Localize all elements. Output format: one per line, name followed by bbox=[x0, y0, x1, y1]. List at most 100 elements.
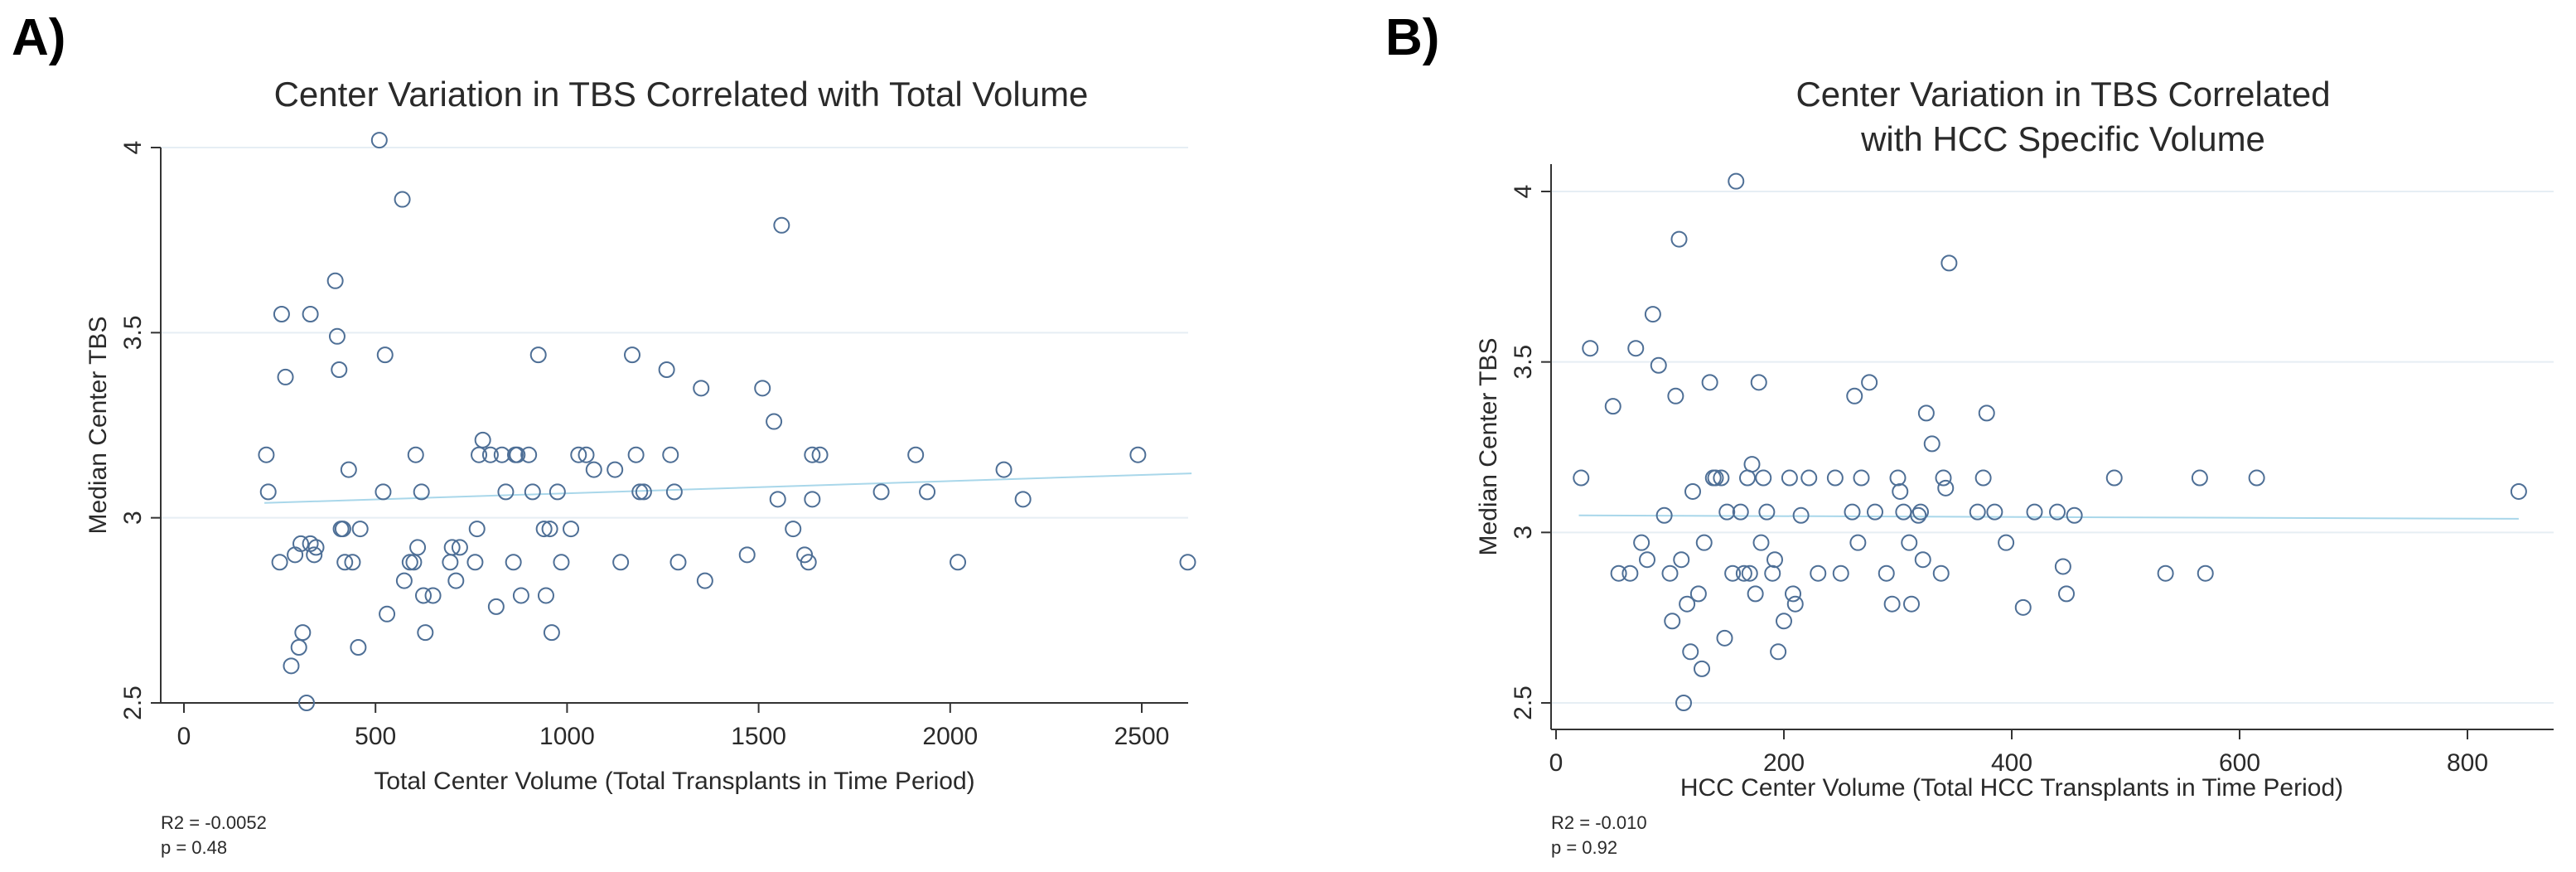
data-point bbox=[769, 491, 786, 508]
panel-b: B) Center Variation in TBS Correlated wi… bbox=[1385, 9, 2554, 858]
data-point bbox=[773, 216, 790, 234]
data-point bbox=[1661, 564, 1679, 582]
x-tick-label: 800 bbox=[2447, 749, 2488, 777]
panel-b-y-axis-label: Median Center TBS bbox=[1475, 338, 1502, 556]
data-point bbox=[271, 554, 288, 571]
x-tick-label: 2000 bbox=[922, 723, 978, 750]
x-tick-label: 2500 bbox=[1114, 723, 1170, 750]
x-tick-label: 200 bbox=[1763, 749, 1805, 777]
data-point bbox=[1776, 613, 1792, 630]
data-point bbox=[350, 639, 367, 656]
data-point bbox=[1910, 506, 1927, 524]
data-point bbox=[520, 446, 538, 463]
data-point bbox=[537, 587, 554, 604]
data-point bbox=[1633, 534, 1650, 551]
panel-b-points bbox=[1573, 172, 2527, 711]
data-point bbox=[487, 598, 505, 615]
data-point bbox=[1610, 564, 1627, 582]
data-point bbox=[2248, 469, 2265, 487]
y-tick-label: 4 bbox=[1510, 185, 1537, 199]
data-point bbox=[1604, 398, 1621, 415]
data-point bbox=[1644, 306, 1661, 323]
data-point bbox=[375, 483, 392, 501]
data-point bbox=[1689, 585, 1707, 603]
data-point bbox=[1701, 374, 1718, 391]
data-point bbox=[578, 446, 595, 463]
panel-a-p-value: p = 0.48 bbox=[161, 837, 227, 858]
panel-b-gridlines bbox=[1551, 191, 2554, 704]
data-point bbox=[693, 380, 710, 397]
data-point bbox=[754, 380, 771, 397]
data-point bbox=[505, 554, 522, 571]
data-point bbox=[442, 554, 459, 571]
panel-b-r2: R2 = -0.010 bbox=[1551, 812, 1647, 833]
panel-b-title-line-2: with HCC Specific Volume bbox=[1860, 119, 2265, 158]
data-point bbox=[658, 361, 675, 378]
data-point bbox=[800, 554, 817, 571]
data-point bbox=[1867, 503, 1883, 521]
data-point bbox=[407, 446, 424, 463]
y-tick-label: 2.5 bbox=[119, 685, 147, 720]
data-point bbox=[466, 554, 484, 571]
data-point bbox=[1743, 456, 1761, 473]
data-point bbox=[328, 327, 346, 345]
data-point bbox=[1892, 482, 1909, 500]
x-tick-label: 400 bbox=[1991, 749, 2032, 777]
data-point bbox=[512, 587, 529, 604]
data-point bbox=[785, 521, 802, 538]
data-point bbox=[1826, 469, 1844, 487]
panel-a-title: Center Variation in TBS Correlated with … bbox=[274, 75, 1089, 114]
data-point bbox=[340, 461, 357, 478]
data-point bbox=[1764, 564, 1781, 582]
data-point bbox=[2105, 469, 2123, 487]
data-point bbox=[1664, 613, 1681, 630]
data-point bbox=[585, 461, 602, 478]
data-point bbox=[468, 521, 486, 538]
panel-a-r2: R2 = -0.0052 bbox=[161, 812, 267, 833]
panel-a-ticks: 2.5 3 3.5 4 0 500 1000 1500 2000 2500 bbox=[119, 141, 1169, 750]
data-point bbox=[1923, 435, 1940, 453]
data-point bbox=[1846, 387, 1863, 405]
data-point bbox=[1986, 503, 2003, 521]
data-point bbox=[1755, 469, 1772, 487]
data-point bbox=[497, 483, 515, 501]
y-tick-label: 3 bbox=[1510, 526, 1537, 540]
y-tick-label: 4 bbox=[119, 141, 147, 155]
data-point bbox=[413, 483, 430, 501]
data-point bbox=[1621, 564, 1639, 582]
data-point bbox=[447, 572, 465, 589]
data-point bbox=[283, 657, 300, 675]
data-point bbox=[995, 461, 1013, 478]
data-point bbox=[290, 639, 307, 656]
panel-a-fit-line bbox=[264, 472, 1192, 504]
data-point bbox=[1974, 469, 1992, 487]
data-point bbox=[766, 413, 783, 430]
data-point bbox=[334, 521, 351, 538]
data-point bbox=[424, 587, 442, 604]
y-tick-label: 3.5 bbox=[119, 315, 147, 350]
panel-b-x-axis-label: HCC Center Volume (Total HCC Transplants… bbox=[1680, 774, 2343, 802]
data-point bbox=[1695, 534, 1713, 551]
x-tick-label: 0 bbox=[1549, 749, 1563, 777]
data-point bbox=[1735, 564, 1752, 582]
data-point bbox=[1667, 387, 1684, 405]
data-point bbox=[1718, 503, 1736, 521]
data-point bbox=[1844, 503, 1861, 521]
data-point bbox=[872, 483, 890, 501]
data-point bbox=[607, 461, 624, 478]
data-point bbox=[1752, 534, 1770, 551]
data-point bbox=[451, 539, 468, 556]
data-point bbox=[1781, 469, 1798, 487]
data-point bbox=[1750, 374, 1767, 391]
data-point bbox=[1903, 595, 1920, 613]
data-point bbox=[624, 346, 641, 364]
x-tick-label: 1500 bbox=[731, 723, 786, 750]
data-point bbox=[738, 546, 756, 564]
data-point bbox=[541, 521, 558, 538]
data-point bbox=[1573, 469, 1590, 487]
data-point bbox=[635, 483, 652, 501]
data-point bbox=[524, 483, 541, 501]
data-point bbox=[1684, 482, 1701, 500]
data-point bbox=[1785, 585, 1801, 603]
data-point bbox=[1889, 469, 1907, 487]
